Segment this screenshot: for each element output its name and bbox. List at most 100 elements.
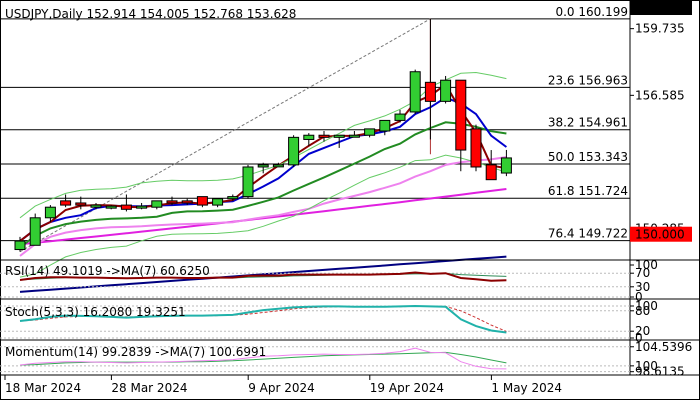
panel-tick-label: 0 <box>635 331 643 345</box>
candle-body <box>181 200 193 204</box>
panel-label: Momentum(14) 99.2839 ->MA(7) 100.6991 <box>5 345 266 359</box>
candle <box>303 133 315 146</box>
candle <box>60 194 72 208</box>
panel-tick-label: 100 <box>635 258 658 272</box>
candle <box>136 202 148 210</box>
candle-body <box>44 206 56 219</box>
candle-body <box>166 200 178 204</box>
candle-body <box>29 217 41 246</box>
candle <box>470 124 482 172</box>
candle <box>212 198 224 208</box>
candle <box>272 162 284 168</box>
last-price-label: 153.628 <box>635 0 685 3</box>
candle <box>196 196 208 208</box>
date-label: 9 Apr 2024 <box>248 381 315 395</box>
candle <box>485 150 497 181</box>
candle-body <box>151 200 163 208</box>
fib-label: 76.4 149.722 <box>548 227 628 241</box>
candle-body <box>242 166 254 198</box>
fib-label: 0.0 160.199 <box>555 5 628 19</box>
panel-tick-label: 100 <box>635 299 658 313</box>
candle-body <box>136 205 148 209</box>
marked-level-badge <box>630 226 692 242</box>
rsi-line <box>19 271 507 282</box>
candle-body <box>303 134 315 140</box>
candle-body <box>288 136 300 166</box>
candle-body <box>485 164 497 181</box>
candle-body <box>120 204 132 210</box>
candle-body <box>440 79 452 102</box>
candle-body <box>364 128 376 136</box>
fib-label: 23.6 156.963 <box>548 73 628 87</box>
ma-navy-line <box>19 255 507 293</box>
candle-body <box>60 200 72 206</box>
candle-body <box>333 134 345 138</box>
price-tick-label: 159.735 <box>635 22 685 36</box>
panel-tick-label: 0 <box>635 290 643 304</box>
panel-tick-label: 100 <box>635 359 658 373</box>
candle-body <box>227 196 239 200</box>
panel-tick-label: 80 <box>635 304 650 318</box>
candle-body <box>212 198 224 206</box>
candle <box>394 109 406 123</box>
candle <box>44 205 56 223</box>
candle <box>379 119 391 136</box>
date-label: 18 Mar 2024 <box>5 381 81 395</box>
fib-trend-line <box>19 18 431 253</box>
candle <box>455 79 467 172</box>
ma-pink-line <box>19 156 507 257</box>
candle <box>348 131 360 138</box>
date-label: 19 Apr 2024 <box>370 381 444 395</box>
date-axis: 18 Mar 2024 28 Mar 2024 9 Apr 2024 19 Apr 2… <box>4 375 562 395</box>
panel-tick-label: 20 <box>635 324 650 338</box>
candle <box>166 196 178 206</box>
date-label: 1 May 2024 <box>491 381 562 395</box>
marked-level-label: 150.000 <box>635 228 685 242</box>
fib-label: 38.2 154.961 <box>548 116 628 130</box>
candle <box>424 18 436 140</box>
candle <box>90 202 102 210</box>
candle <box>29 213 41 246</box>
candle-body <box>272 164 284 168</box>
candle <box>242 164 254 199</box>
candle-body <box>257 164 269 168</box>
candle <box>288 135 300 167</box>
candle-body <box>318 134 330 138</box>
candle <box>105 205 117 210</box>
candle-body <box>470 128 482 168</box>
candle <box>500 149 512 177</box>
candle-body <box>105 205 117 209</box>
candle-body <box>424 81 436 102</box>
candle-body <box>379 119 391 132</box>
candle <box>364 128 376 138</box>
ma-green-line <box>19 121 507 249</box>
date-label: 28 Mar 2024 <box>111 381 187 395</box>
panel-tick-label: 30 <box>635 280 650 294</box>
panel-tick-label: 70 <box>635 266 650 280</box>
candle-body <box>196 196 208 206</box>
candle-body <box>14 240 26 251</box>
candle <box>14 236 26 252</box>
candle <box>318 131 330 142</box>
candle <box>181 198 193 206</box>
candle <box>120 194 132 212</box>
momentum-line <box>19 347 507 370</box>
candle <box>257 162 269 174</box>
panel-label: RSI(14) 49.1019 ->MA(7) 60.6250 <box>5 264 210 278</box>
price-tick-label: 156.585 <box>635 88 685 102</box>
candle <box>333 134 345 148</box>
fib-label: 61.8 151.724 <box>548 184 628 198</box>
candle-body <box>348 134 360 138</box>
stoch-k-line <box>19 304 507 334</box>
candle-body <box>90 204 102 208</box>
chart-title: USDJPY,Daily 152.914 154.005 152.768 153… <box>5 7 296 21</box>
panel-label: Stoch(5,3,3) 16.2080 19.3251 <box>5 305 186 319</box>
candle <box>227 194 239 201</box>
candle-body <box>409 71 421 113</box>
band-lower-line <box>19 154 507 278</box>
